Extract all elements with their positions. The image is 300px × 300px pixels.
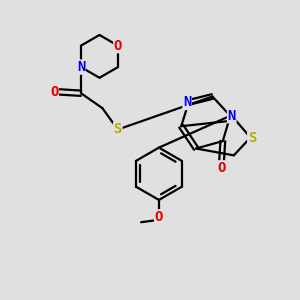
Text: S: S [114, 122, 122, 136]
Text: O: O [114, 39, 122, 53]
Text: N: N [183, 95, 191, 110]
Text: O: O [155, 210, 163, 224]
Text: S: S [248, 130, 256, 145]
Text: O: O [217, 161, 226, 175]
Text: N: N [77, 60, 85, 74]
Text: N: N [227, 109, 236, 123]
Text: O: O [50, 85, 58, 99]
